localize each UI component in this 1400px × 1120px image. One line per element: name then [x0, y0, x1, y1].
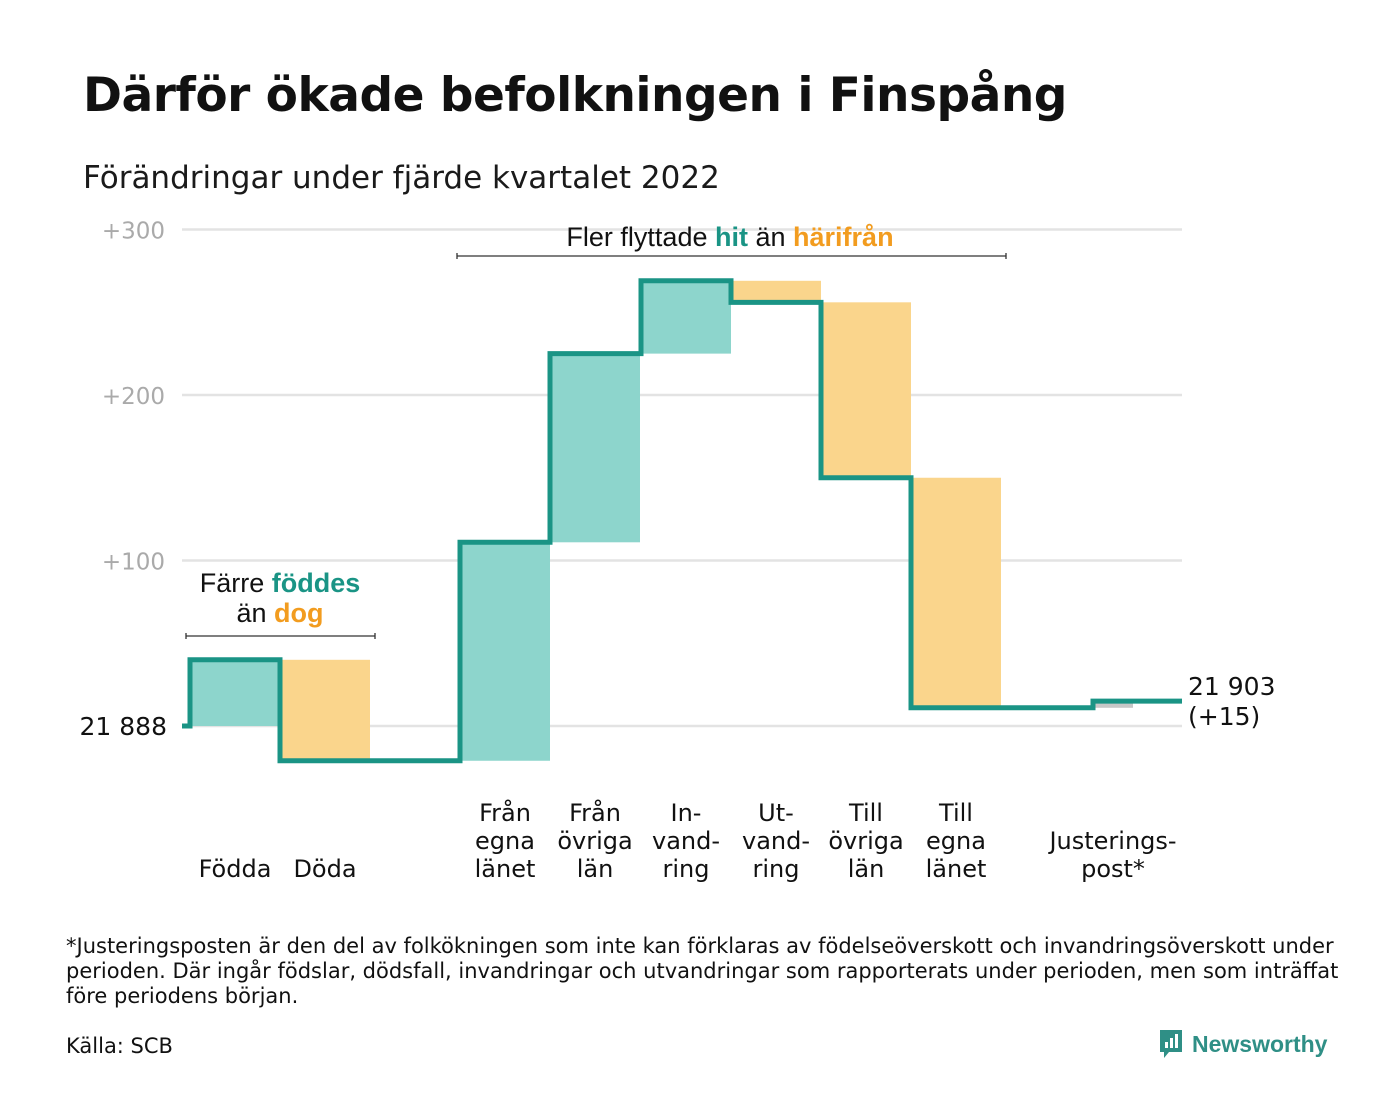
annotation-span: hit	[715, 222, 748, 252]
category-label: Från	[569, 798, 621, 827]
category-label: vand-	[652, 827, 720, 855]
brand-logo: Newsworthy	[1158, 1028, 1327, 1060]
label-layer: +100 +200 +300 21 888 21 903(+15) Födda Döda Fr…	[80, 219, 1276, 884]
category-label: övriga	[828, 827, 903, 855]
category-label: ring	[663, 855, 710, 883]
annotation-span: än	[236, 598, 274, 628]
category-label: Från	[479, 798, 531, 827]
waterfall-bar	[550, 353, 640, 543]
waterfall-bar	[731, 280, 821, 303]
category-label: län	[848, 855, 885, 883]
waterfall-bar	[280, 659, 370, 761]
start-value-label: 21 888	[80, 712, 167, 741]
waterfall-bar	[1093, 701, 1133, 708]
category-label: övriga	[557, 827, 632, 855]
annotation-span: dog	[274, 598, 323, 628]
category-label: post*	[1081, 855, 1145, 883]
category-label: länet	[926, 855, 987, 883]
category-label: egna	[926, 827, 986, 855]
waterfall-chart: +100 +200 +300 21 888 21 903(+15) Födda Döda Fr…	[80, 219, 1276, 884]
annotation-text: än dog	[236, 598, 323, 628]
category-label: vand-	[742, 827, 810, 855]
y-tick-label: +100	[102, 550, 165, 576]
y-tick-label: +200	[102, 384, 165, 410]
category-label: Födda	[199, 855, 272, 883]
category-label: ring	[753, 855, 800, 883]
step-line-layer	[182, 278, 1182, 764]
chart-title: Därför ökade befolkningen i Finspång	[83, 68, 1067, 123]
annotation-span: föddes	[272, 568, 361, 598]
chart-subtitle: Förändringar under fjärde kvartalet 2022	[83, 160, 720, 196]
category-label: Till	[848, 799, 883, 827]
waterfall-bar	[641, 280, 731, 354]
source-label: Källa: SCB	[66, 1034, 173, 1058]
annotation-text: Färre föddes	[200, 568, 361, 598]
category-label: Till	[938, 799, 973, 827]
annotation-text: Fler flyttade hit än härifrån	[566, 222, 893, 252]
annotation-span: härifrån	[793, 222, 894, 252]
y-tick-label: +300	[102, 219, 165, 245]
waterfall-bar	[460, 542, 550, 761]
waterfall-bar	[821, 302, 911, 478]
bar-layer	[190, 280, 1133, 761]
end-change-label: (+15)	[1188, 702, 1260, 731]
annotation-span: än	[748, 222, 793, 252]
newsworthy-logo-icon	[1160, 1030, 1182, 1058]
category-label: Ut-	[758, 799, 794, 827]
footnote: *Justeringsposten är den del av folkökni…	[66, 934, 1339, 1008]
category-label: Döda	[293, 855, 356, 883]
category-label: Justerings-	[1047, 827, 1176, 855]
end-value-label: 21 903	[1188, 672, 1275, 701]
waterfall-bar	[190, 659, 280, 726]
annotation-span: Fler flyttade	[566, 222, 715, 252]
category-label: egna	[475, 827, 535, 855]
brand-name: Newsworthy	[1192, 1030, 1328, 1057]
step-line	[182, 278, 1182, 764]
category-label: län	[577, 855, 614, 883]
waterfall-bar	[911, 477, 1001, 708]
annotation-span: Färre	[200, 568, 272, 598]
category-label: In-	[671, 799, 702, 827]
category-label: länet	[475, 855, 536, 883]
